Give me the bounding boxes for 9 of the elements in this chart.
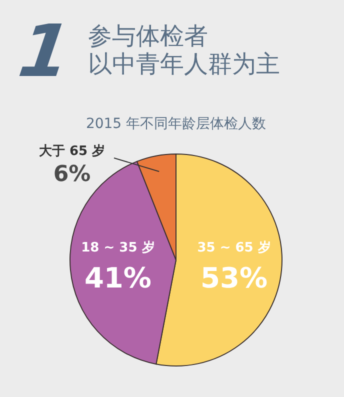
data-label: 6% [53, 162, 91, 187]
slice-label: 大于 65 岁 [38, 144, 106, 159]
title: 参与体检者以中青年人群为主 [88, 22, 281, 78]
slice-label: 18 ~ 35 岁 [81, 240, 155, 256]
annotation: 1 [14, 10, 76, 94]
chart-subtitle: 2015 年不同年龄层体检人数 [86, 116, 266, 132]
data-label: 41% [84, 261, 152, 294]
data-label: 53% [200, 261, 268, 294]
slice-label: 35 ~ 65 岁 [197, 240, 271, 256]
